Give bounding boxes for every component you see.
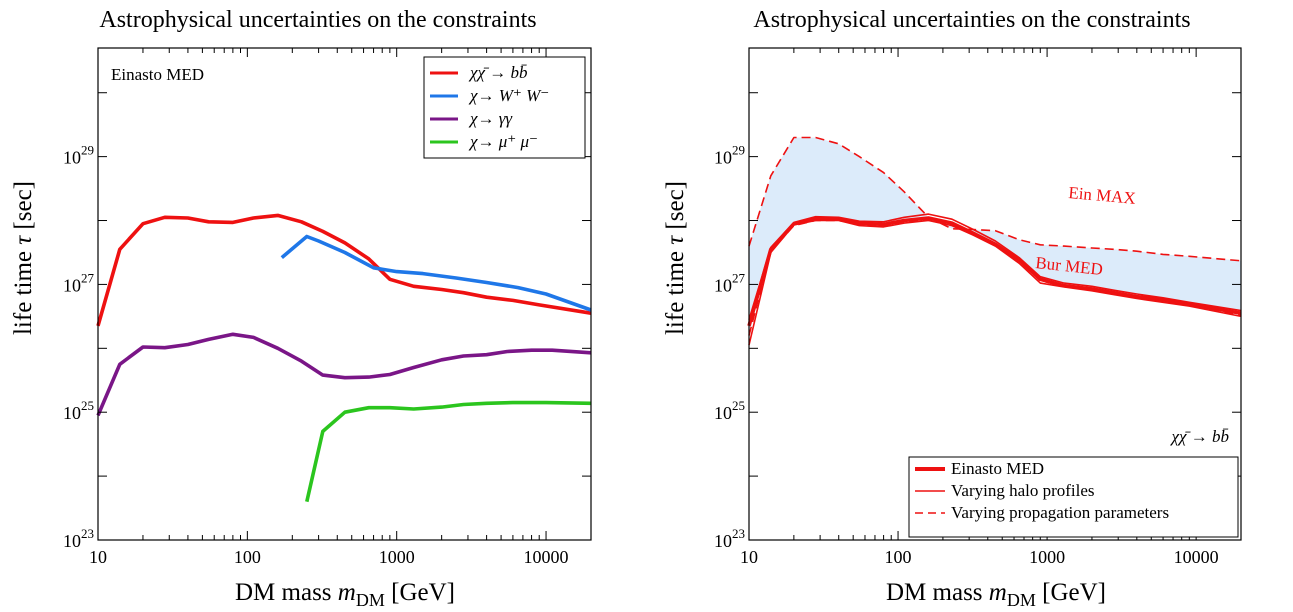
channel-label: χχ̄ → bb̄ (1170, 427, 1230, 446)
right-x-axis-label: DM mass mDM [GeV] (886, 579, 1106, 610)
right-band (749, 137, 1241, 336)
y-tick-label: 1027 (63, 270, 95, 295)
right-legend: Einasto MED Varying halo profiles Varying … (908, 456, 1239, 538)
y-tick-label: 1029 (714, 143, 745, 168)
left-annotation: Einasto MED (111, 65, 204, 84)
y-tick-label: 1025 (63, 398, 94, 423)
left-axis-ticks: 10 100 1000 10000 1023 1025 1027 1029 (63, 48, 592, 567)
ein-max-label: Ein MAX (1068, 183, 1137, 208)
x-tick-label: 1000 (1029, 547, 1065, 567)
x-tick-label: 10 (89, 547, 107, 567)
series-line-s0 (96, 213, 592, 327)
series-line-s1 (280, 234, 592, 312)
x-tick-label: 100 (885, 547, 912, 567)
legend-entry: Varying halo profiles (951, 481, 1095, 500)
left-x-axis-label: DM mass mDM [GeV] (235, 579, 455, 610)
uncertainty-band (749, 137, 1241, 336)
y-tick-label: 1023 (714, 526, 745, 551)
legend-entry: χ→ γγ (468, 109, 513, 128)
series-line-s3 (305, 400, 592, 503)
left-chart-title: Astrophysical uncertainties on the const… (99, 7, 536, 33)
y-tick-label: 1023 (63, 526, 94, 551)
legend-box (908, 456, 1239, 538)
x-tick-label: 10000 (1174, 547, 1219, 567)
x-tick-label: 100 (234, 547, 261, 567)
legend-entry: Varying propagation parameters (951, 503, 1169, 522)
right-y-axis-label: life time τ [sec] (662, 181, 689, 335)
y-tick-label: 1029 (63, 143, 94, 168)
x-tick-label: 10 (740, 547, 758, 567)
legend-entry: χ→ W⁺ W⁻ (468, 86, 549, 105)
right-series-lines (747, 136, 1242, 346)
left-plot-frame (97, 47, 592, 541)
x-tick-label: 1000 (379, 547, 415, 567)
y-tick-label: 1025 (714, 398, 745, 423)
right-chart-title: Astrophysical uncertainties on the const… (753, 7, 1190, 33)
plot-frame (748, 47, 1242, 541)
series-line-prop_min (748, 218, 1242, 336)
left-y-axis-label: life time τ [sec] (10, 181, 37, 335)
left-series-lines (96, 213, 592, 503)
legend-entry: Einasto MED (951, 459, 1044, 478)
plot-frame (97, 47, 592, 541)
right-plot-frame (748, 47, 1242, 541)
right-panel: Astrophysical uncertainties on the const… (662, 7, 1242, 610)
series-line-s2 (96, 332, 592, 417)
y-tick-label: 1027 (714, 270, 746, 295)
left-legend: χχ̄ → bb̄ χ→ W⁺ W⁻ χ→ γγ χ→ μ⁺ μ⁻ (423, 56, 586, 159)
series-line-halo (748, 219, 1242, 346)
x-tick-label: 10000 (524, 547, 569, 567)
right-axis-ticks: 10 100 1000 10000 1023 1025 1027 1029 (714, 48, 1242, 567)
left-panel: Astrophysical uncertainties on the const… (10, 7, 592, 610)
series-line-prop_max (748, 136, 1242, 262)
legend-entry: χ→ μ⁺ μ⁻ (468, 132, 538, 151)
legend-entry: χχ̄ → bb̄ (468, 63, 528, 82)
